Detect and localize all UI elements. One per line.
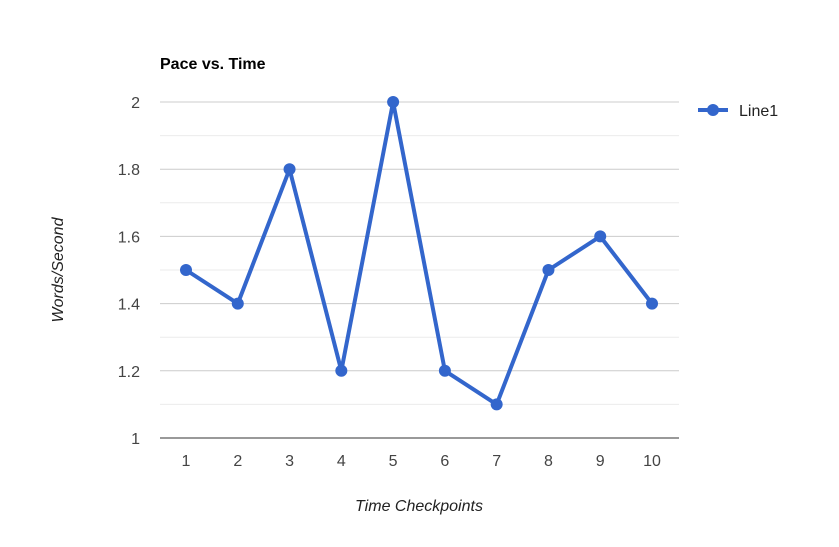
series-line — [184, 100, 654, 407]
x-tick-label: 8 — [544, 453, 553, 470]
data-point — [180, 264, 192, 276]
x-tick-label: 4 — [337, 453, 346, 470]
y-tick-label: 1.2 — [118, 364, 140, 381]
y-tick-label: 1.6 — [118, 229, 140, 246]
data-point — [490, 398, 503, 411]
x-tick-label: 9 — [596, 453, 605, 470]
legend-label-line1: Line1 — [739, 103, 778, 120]
gridlines — [160, 101, 679, 439]
data-point — [283, 163, 296, 176]
x-axis-ticks: 1 2 3 4 5 6 7 8 9 10 — [182, 453, 661, 470]
x-tick-label: 1 — [182, 453, 191, 470]
x-tick-label: 7 — [492, 453, 501, 470]
data-point — [438, 364, 451, 377]
data-point — [594, 230, 607, 243]
legend-marker — [707, 104, 719, 116]
y-tick-label: 1.4 — [118, 297, 140, 314]
y-axis-ticks: 1 1.2 1.4 1.6 1.8 2 — [118, 95, 140, 448]
x-tick-label: 6 — [440, 453, 449, 470]
data-point — [387, 96, 400, 108]
data-point — [542, 264, 555, 276]
y-tick-label: 2 — [131, 95, 140, 112]
x-axis-title: Time Checkpoints — [355, 498, 483, 515]
x-tick-label: 5 — [389, 453, 398, 470]
chart-title: Pace vs. Time — [160, 56, 266, 73]
data-point — [231, 297, 244, 310]
series-line1 — [180, 96, 658, 411]
x-tick-label: 3 — [285, 453, 294, 470]
data-point — [335, 364, 348, 377]
y-axis-title: Words/Second — [50, 216, 67, 322]
x-tick-label: 10 — [643, 453, 661, 470]
y-tick-label: 1 — [131, 431, 140, 448]
legend[interactable]: Line1 — [698, 103, 778, 120]
y-tick-label: 1.8 — [118, 162, 140, 179]
x-tick-label: 2 — [233, 453, 242, 470]
data-point — [646, 297, 658, 310]
